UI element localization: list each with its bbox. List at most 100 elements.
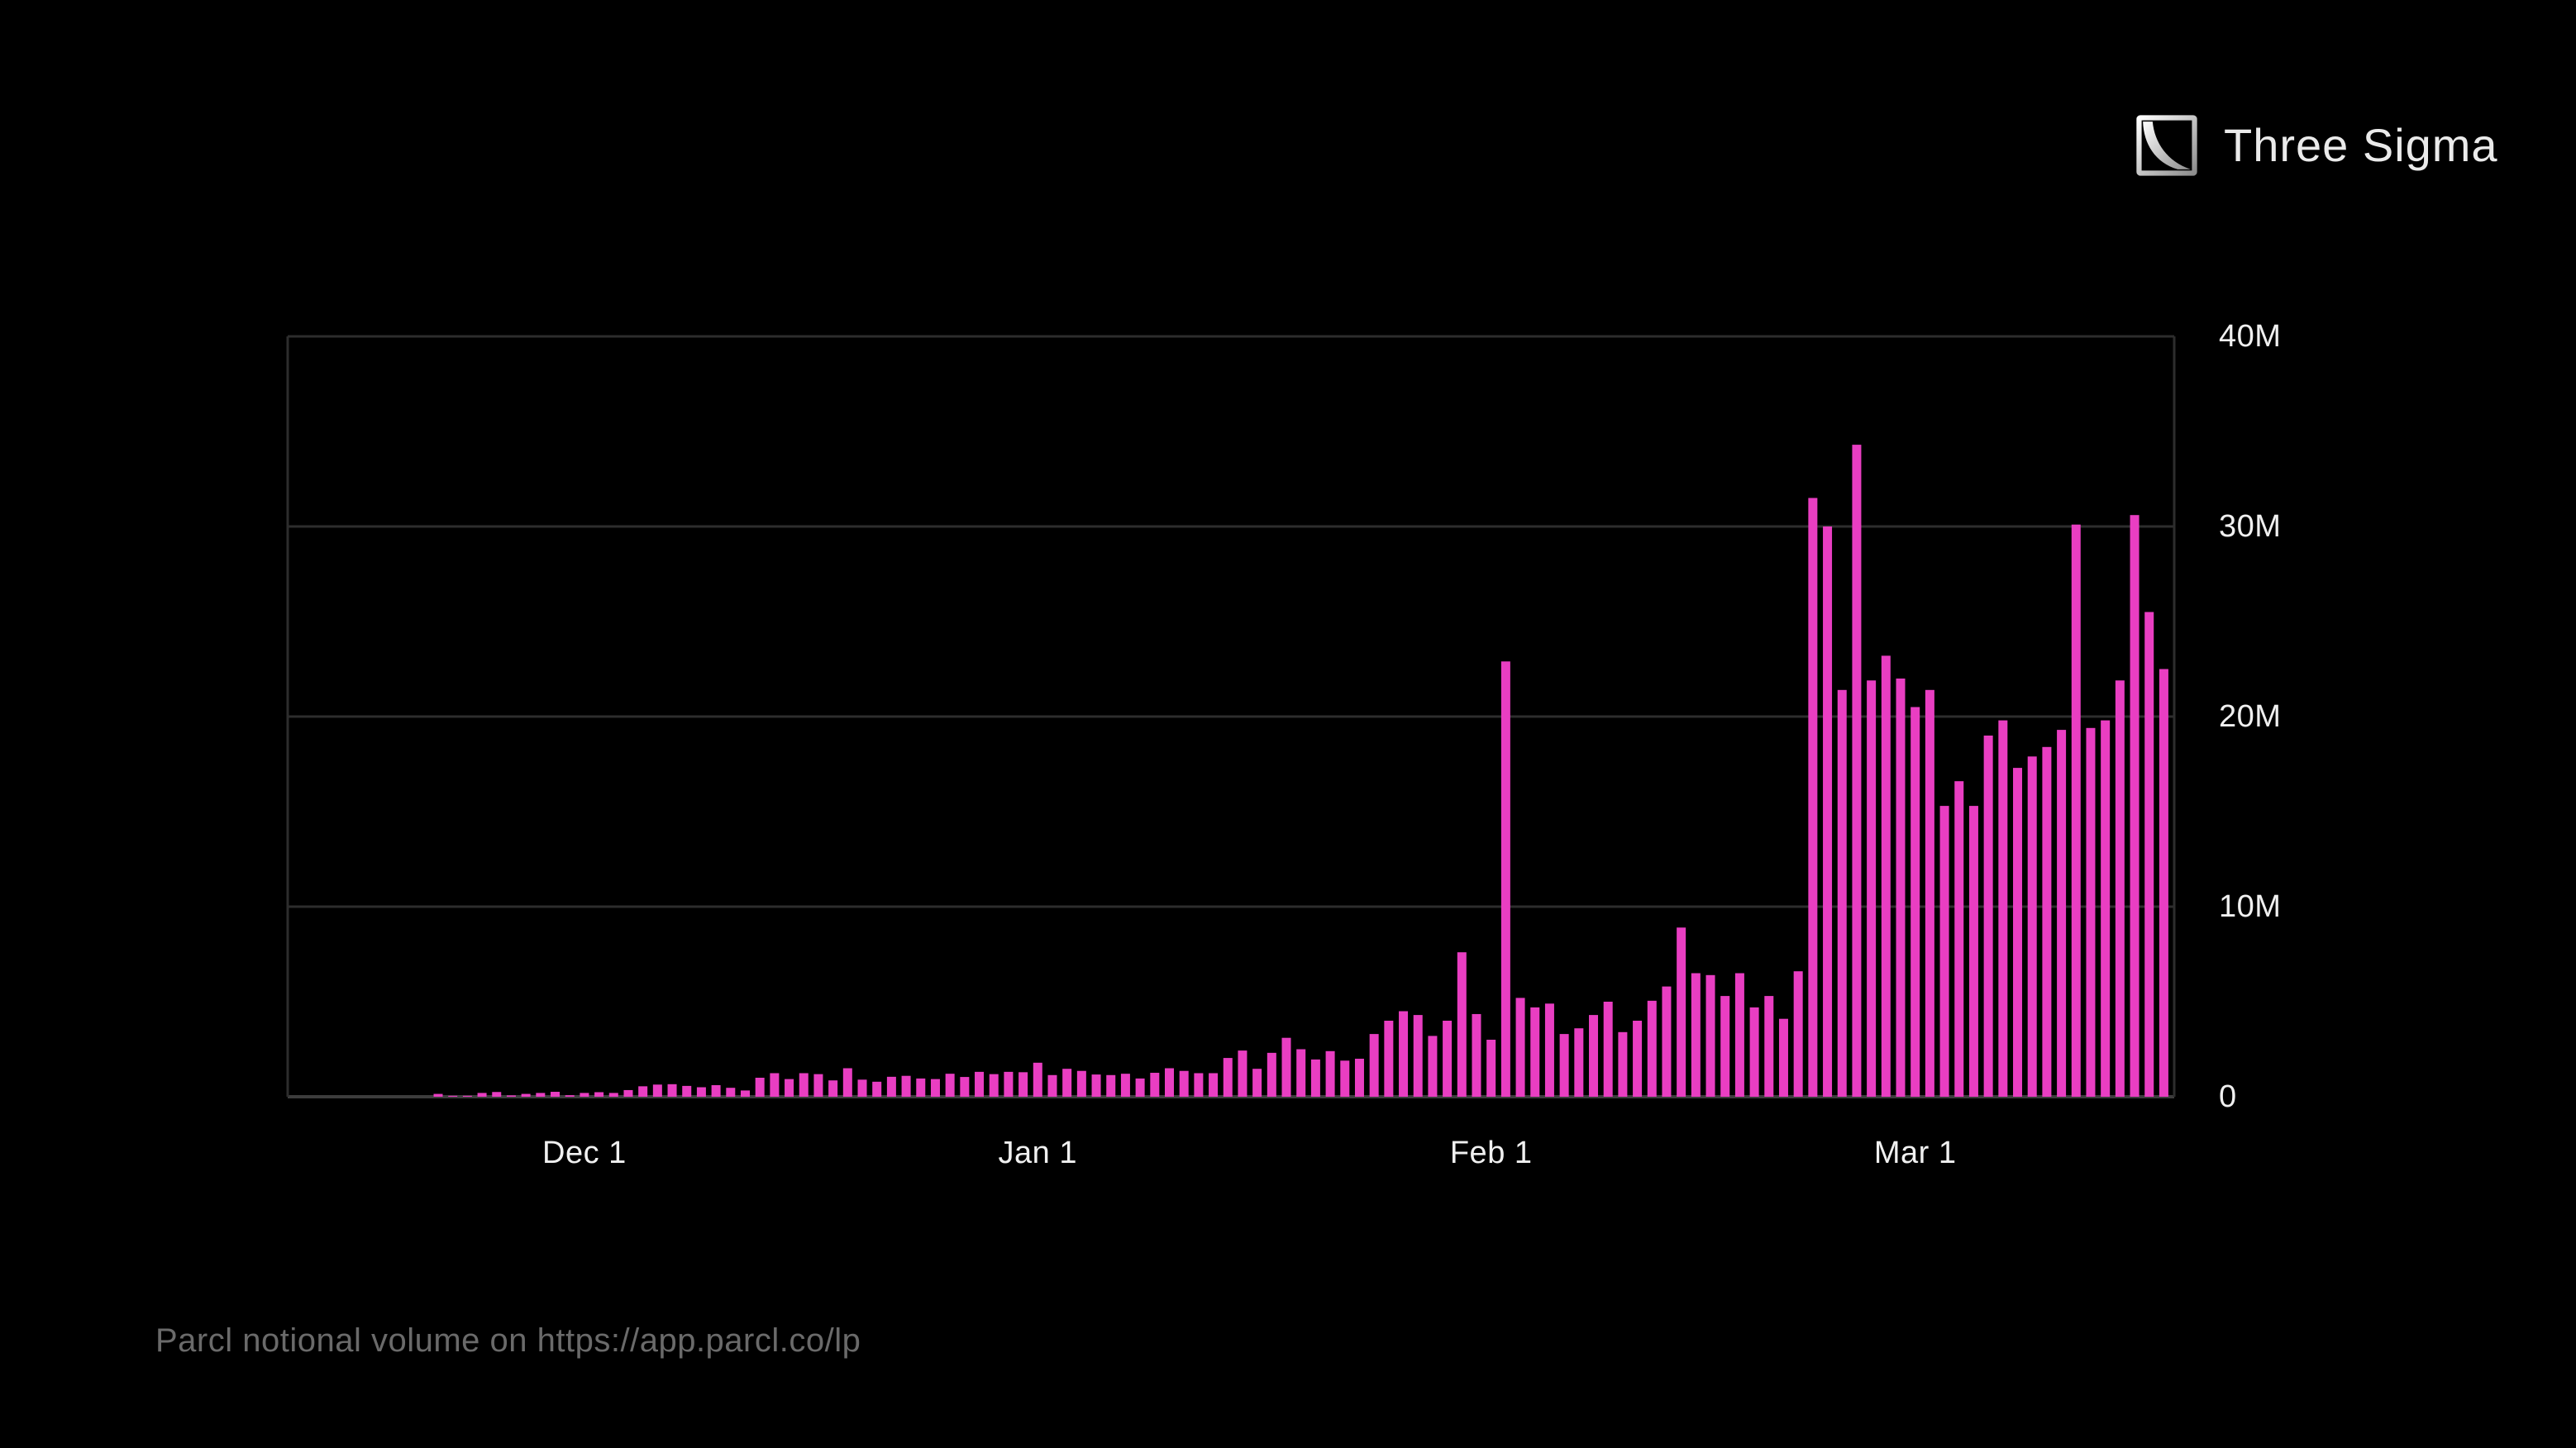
volume-bar <box>785 1079 794 1097</box>
volume-bar <box>1574 1028 1584 1097</box>
volume-bar <box>1472 1013 1481 1097</box>
volume-bar <box>682 1085 692 1097</box>
volume-bar <box>623 1089 633 1097</box>
volume-bar <box>770 1073 780 1097</box>
volume-bar <box>1647 1000 1657 1097</box>
volume-bar <box>813 1074 823 1097</box>
three-sigma-logo-icon <box>2136 115 2197 176</box>
volume-bar <box>1325 1050 1335 1097</box>
volume-bar <box>1808 498 1818 1097</box>
volume-bar <box>652 1084 662 1097</box>
x-axis-label: Feb 1 <box>1450 1136 1533 1170</box>
volume-bar <box>1267 1052 1276 1097</box>
volume-bar <box>462 1095 472 1097</box>
volume-bar <box>1896 679 1906 1097</box>
volume-bar <box>1281 1037 1291 1097</box>
x-axis-label: Mar 1 <box>1874 1136 1957 1170</box>
volume-bar <box>711 1084 721 1097</box>
volume-bar <box>857 1079 867 1097</box>
volume-bar <box>2115 680 2125 1097</box>
volume-bar <box>916 1078 926 1097</box>
volume-bar <box>930 1079 940 1097</box>
volume-bar <box>1778 1018 1788 1097</box>
volume-bar <box>1252 1069 1262 1097</box>
volume-bar <box>1500 661 1510 1097</box>
volume-bar <box>565 1095 575 1097</box>
y-axis-label: 10M <box>2219 889 2281 924</box>
volume-bar <box>1209 1073 1219 1097</box>
volume-bar <box>945 1074 955 1097</box>
volume-bar <box>1018 1072 1028 1097</box>
volume-bar <box>2071 524 2081 1097</box>
volume-bar <box>1618 1031 1628 1097</box>
volume-bar <box>1911 707 1920 1097</box>
volume-bar <box>1238 1050 1247 1097</box>
volume-bar <box>448 1095 458 1097</box>
volume-bar <box>551 1092 561 1097</box>
volume-bar <box>1764 996 1774 1097</box>
volume-bar <box>1135 1078 1145 1097</box>
volume-bar <box>1691 973 1701 1097</box>
volume-bar <box>1443 1021 1453 1097</box>
volume-bar <box>1428 1036 1438 1097</box>
volume-bar <box>1515 998 1525 1097</box>
volume-bar <box>828 1080 838 1097</box>
x-axis-label: Jan 1 <box>999 1136 1077 1170</box>
volume-bar <box>1150 1073 1160 1097</box>
y-axis-label: 20M <box>2219 699 2281 734</box>
brand-header: Three Sigma <box>2135 113 2498 178</box>
volume-bar <box>755 1078 765 1097</box>
volume-bar <box>2057 730 2067 1097</box>
volume-bar <box>975 1071 985 1097</box>
volume-bar <box>521 1093 531 1097</box>
volume-bar <box>1734 973 1744 1097</box>
volume-bar <box>638 1086 648 1097</box>
volume-bar <box>2130 515 2140 1097</box>
volume-bar <box>1091 1074 1101 1097</box>
volume-bar <box>886 1076 896 1097</box>
volume-bar <box>1720 996 1730 1097</box>
volume-bar <box>901 1075 911 1097</box>
volume-bar <box>580 1093 589 1097</box>
volume-bar <box>1340 1060 1350 1097</box>
y-axis-label: 40M <box>2219 319 2281 354</box>
volume-bar <box>1399 1011 1409 1097</box>
volume-bar <box>1589 1015 1599 1097</box>
volume-bar <box>608 1093 618 1097</box>
volume-bar <box>536 1093 546 1097</box>
volume-bar <box>726 1088 736 1097</box>
chart-caption: Parcl notional volume on https://app.par… <box>155 1322 861 1359</box>
volume-bar <box>1954 781 1964 1097</box>
volume-bar <box>1603 1002 1613 1097</box>
volume-bar <box>594 1092 604 1097</box>
y-axis-label: 0 <box>2219 1079 2237 1114</box>
volume-bar <box>1867 680 1877 1097</box>
volume-bar <box>1837 689 1847 1097</box>
x-axis-label: Dec 1 <box>542 1136 627 1170</box>
volume-bar <box>1062 1069 1072 1097</box>
volume-bar <box>477 1093 487 1097</box>
volume-bar <box>433 1093 443 1097</box>
volume-bar <box>1793 971 1803 1097</box>
volume-bar <box>1457 952 1467 1097</box>
volume-bar <box>1852 445 1862 1097</box>
volume-bar <box>1223 1058 1233 1097</box>
volume-bar <box>1662 986 1672 1097</box>
volume-bar <box>1413 1015 1423 1097</box>
volume-bar <box>1047 1074 1057 1097</box>
volume-bar <box>1983 736 1993 1097</box>
volume-bar <box>696 1087 706 1097</box>
volume-bar <box>2159 669 2168 1097</box>
volume-bar <box>2086 727 2096 1097</box>
volume-bar <box>1823 526 1833 1097</box>
volume-bar <box>1106 1074 1116 1097</box>
volume-bar <box>1194 1073 1204 1097</box>
volume-bar <box>1033 1062 1042 1097</box>
volume-bar <box>492 1092 502 1097</box>
volume-bar <box>1705 974 1715 1097</box>
volume-bar <box>872 1081 882 1097</box>
volume-bar <box>1998 720 2008 1097</box>
volume-bar <box>960 1077 970 1097</box>
volume-bar <box>842 1068 852 1097</box>
